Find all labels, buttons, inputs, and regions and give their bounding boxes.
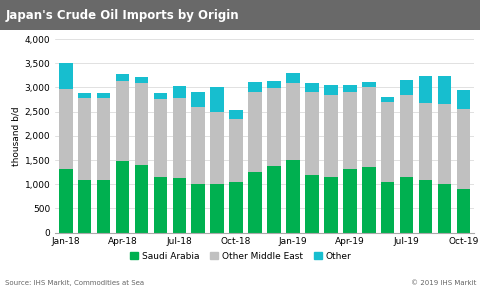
Bar bbox=[304, 92, 318, 175]
Bar bbox=[96, 93, 110, 98]
Bar bbox=[153, 93, 167, 99]
Bar bbox=[437, 184, 450, 233]
Bar bbox=[134, 83, 148, 165]
Bar bbox=[96, 180, 110, 233]
Bar bbox=[172, 98, 186, 178]
Bar bbox=[342, 169, 356, 233]
Bar bbox=[437, 104, 450, 184]
Bar bbox=[210, 87, 224, 112]
Bar bbox=[380, 102, 394, 182]
Bar bbox=[96, 98, 110, 180]
Bar bbox=[153, 99, 167, 177]
Bar bbox=[229, 182, 242, 233]
Bar bbox=[116, 74, 129, 81]
Bar bbox=[304, 175, 318, 233]
Text: Source: IHS Markit, Commodities at Sea: Source: IHS Markit, Commodities at Sea bbox=[5, 280, 144, 286]
Bar bbox=[286, 73, 299, 83]
Bar bbox=[324, 177, 337, 233]
Bar bbox=[59, 63, 72, 89]
Bar bbox=[172, 86, 186, 98]
Bar bbox=[229, 119, 242, 182]
Bar bbox=[172, 178, 186, 233]
Bar bbox=[267, 166, 280, 233]
Text: Japan's Crude Oil Imports by Origin: Japan's Crude Oil Imports by Origin bbox=[6, 9, 239, 22]
Bar bbox=[191, 92, 204, 107]
Bar bbox=[116, 81, 129, 161]
Bar bbox=[361, 82, 375, 87]
Legend: Saudi Arabia, Other Middle East, Other: Saudi Arabia, Other Middle East, Other bbox=[126, 248, 354, 264]
Bar bbox=[342, 84, 356, 92]
Bar bbox=[267, 81, 280, 88]
Bar bbox=[380, 182, 394, 233]
Bar bbox=[456, 109, 469, 189]
Bar bbox=[456, 189, 469, 233]
Bar bbox=[248, 172, 261, 233]
Bar bbox=[418, 180, 432, 233]
Bar bbox=[248, 82, 261, 92]
Bar bbox=[399, 95, 412, 177]
Bar bbox=[437, 76, 450, 104]
Bar bbox=[418, 76, 432, 103]
Bar bbox=[361, 167, 375, 233]
Bar bbox=[78, 180, 91, 233]
Bar bbox=[78, 98, 91, 180]
Text: © 2019 IHS Markit: © 2019 IHS Markit bbox=[410, 280, 475, 286]
Bar bbox=[361, 87, 375, 167]
Bar bbox=[324, 95, 337, 177]
Bar bbox=[134, 77, 148, 83]
Bar bbox=[191, 184, 204, 233]
Bar bbox=[399, 177, 412, 233]
Bar bbox=[229, 110, 242, 119]
Bar bbox=[380, 97, 394, 102]
Bar bbox=[286, 160, 299, 233]
Bar bbox=[342, 92, 356, 169]
Bar bbox=[191, 107, 204, 184]
Bar bbox=[210, 112, 224, 184]
Bar bbox=[304, 83, 318, 92]
Y-axis label: thousand b/d: thousand b/d bbox=[12, 106, 21, 166]
Bar bbox=[324, 85, 337, 95]
Bar bbox=[134, 165, 148, 233]
Bar bbox=[248, 92, 261, 172]
Bar bbox=[267, 88, 280, 166]
Bar bbox=[418, 103, 432, 180]
Bar bbox=[456, 90, 469, 109]
Bar bbox=[59, 89, 72, 169]
Bar bbox=[153, 177, 167, 233]
Bar bbox=[59, 169, 72, 233]
Bar bbox=[78, 93, 91, 98]
Bar bbox=[116, 161, 129, 233]
Bar bbox=[210, 184, 224, 233]
Bar bbox=[399, 80, 412, 95]
Bar bbox=[286, 83, 299, 160]
